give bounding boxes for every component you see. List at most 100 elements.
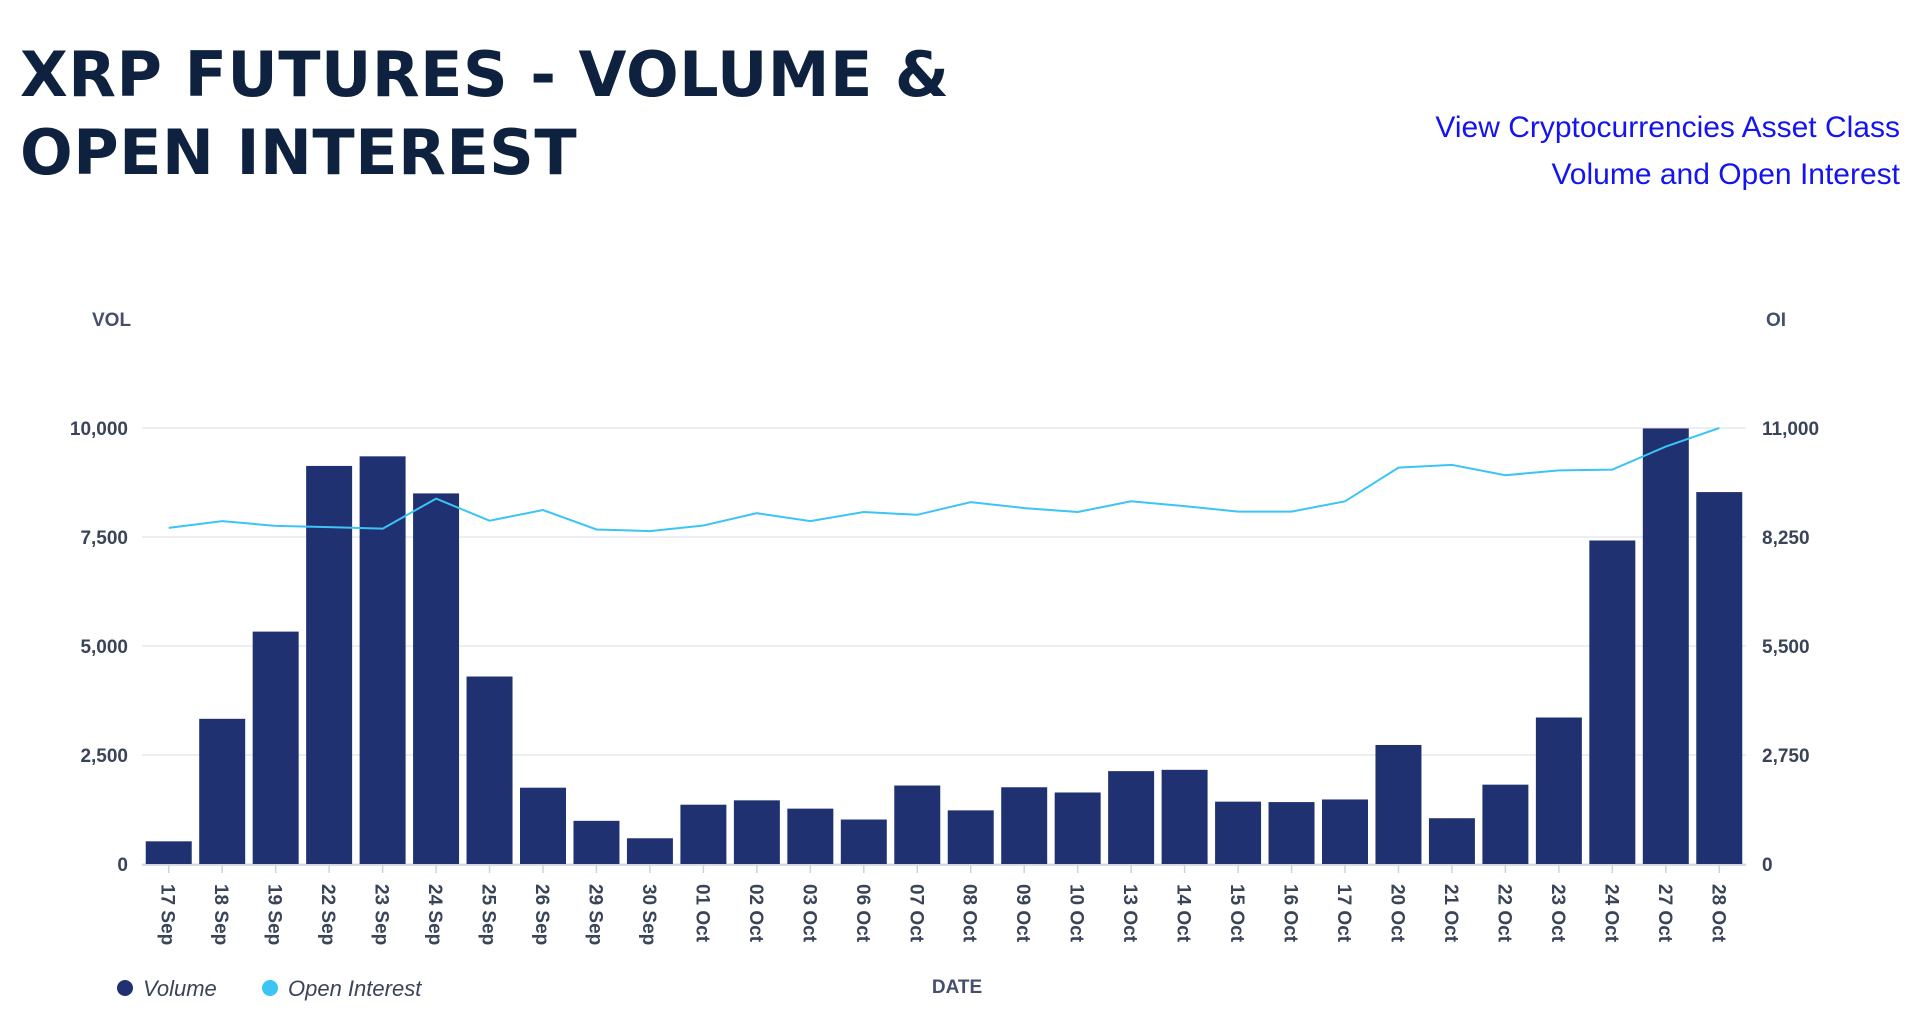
x-tick-label: 22 Sep <box>317 884 338 945</box>
open-interest-point[interactable] <box>1127 497 1135 505</box>
volume-bar[interactable] <box>1001 787 1048 864</box>
volume-bar[interactable] <box>1375 744 1422 864</box>
volume-bar[interactable] <box>787 808 834 864</box>
x-tick-label: 03 Oct <box>798 884 819 943</box>
x-tick-label: 07 Oct <box>905 884 926 943</box>
x-tick-label: 17 Sep <box>157 884 178 945</box>
volume-bar[interactable] <box>573 820 620 864</box>
volume-bar[interactable] <box>1589 540 1636 864</box>
open-interest-point[interactable] <box>1341 497 1349 505</box>
legend-volume-label[interactable]: Volume <box>143 976 217 1001</box>
volume-bar[interactable] <box>1482 784 1529 864</box>
legend: Volume Open Interest <box>117 976 422 1001</box>
volume-bars <box>145 428 1743 864</box>
left-axis-title: VOL <box>92 310 131 331</box>
open-interest-point[interactable] <box>1662 443 1670 451</box>
volume-bar[interactable] <box>1322 799 1368 864</box>
open-interest-point[interactable] <box>486 517 494 525</box>
volume-bar[interactable] <box>1535 717 1582 864</box>
volume-bar[interactable] <box>145 841 192 864</box>
volume-bar[interactable] <box>359 456 406 864</box>
open-interest-point[interactable] <box>913 511 921 519</box>
open-interest-point[interactable] <box>272 522 280 530</box>
volume-bar[interactable] <box>252 631 299 864</box>
volume-bar[interactable] <box>1428 818 1475 864</box>
open-interest-line <box>168 427 1720 533</box>
asset-class-volume-link[interactable]: View Cryptocurrencies Asset Class Volume… <box>1300 104 1900 198</box>
open-interest-point[interactable] <box>325 523 333 531</box>
axes: 0 0 2,500 2,750 5,000 5,500 7,500 8,250 10,000 11… <box>70 419 1819 945</box>
volume-bar[interactable] <box>894 785 941 864</box>
page-title: XRP FUTURES - VOLUME & OPEN INTEREST <box>20 38 950 189</box>
open-interest-point[interactable] <box>646 527 654 535</box>
open-interest-point[interactable] <box>1288 508 1296 516</box>
x-axis-title: DATE <box>932 977 982 998</box>
volume-bar[interactable] <box>1161 769 1208 864</box>
open-interest-point[interactable] <box>539 506 547 514</box>
volume-bar[interactable] <box>1215 801 1262 864</box>
open-interest-point[interactable] <box>753 509 761 517</box>
volume-bar[interactable] <box>199 718 246 864</box>
right-tick-label: 0 <box>1762 855 1773 876</box>
x-tick-label: 24 Sep <box>424 884 445 945</box>
volume-bar[interactable] <box>1108 771 1155 864</box>
x-tick-label: 25 Sep <box>478 884 499 945</box>
x-tick-label: 13 Oct <box>1119 884 1140 943</box>
volume-bar[interactable] <box>733 800 780 864</box>
x-tick-label: 10 Oct <box>1066 884 1087 943</box>
open-interest-point[interactable] <box>806 517 814 525</box>
volume-bar[interactable] <box>1268 802 1315 864</box>
volume-bar[interactable] <box>466 676 513 864</box>
open-interest-point[interactable] <box>1501 471 1509 479</box>
x-tick-label: 29 Sep <box>584 884 605 945</box>
volume-bar[interactable] <box>626 838 673 864</box>
left-tick-label: 5,000 <box>80 637 128 658</box>
x-tick-label: 22 Oct <box>1493 884 1514 943</box>
x-tick-label: 27 Oct <box>1654 884 1675 943</box>
volume-bar[interactable] <box>1696 492 1743 864</box>
x-tick-label: 19 Sep <box>264 884 285 945</box>
open-interest-point[interactable] <box>1074 508 1082 516</box>
x-tick-label: 28 Oct <box>1707 884 1728 943</box>
x-tick-label: 06 Oct <box>852 884 873 943</box>
open-interest-point[interactable] <box>218 517 226 525</box>
right-tick-label: 11,000 <box>1762 419 1819 440</box>
volume-bar[interactable] <box>1054 792 1101 864</box>
open-interest-point[interactable] <box>1394 464 1402 472</box>
open-interest-point[interactable] <box>860 508 868 516</box>
open-interest-point[interactable] <box>967 498 975 506</box>
volume-bar[interactable] <box>413 493 460 864</box>
legend-open-interest-label[interactable]: Open Interest <box>288 976 422 1001</box>
x-tick-label: 30 Sep <box>638 884 659 945</box>
open-interest-point[interactable] <box>1555 466 1563 474</box>
volume-bar[interactable] <box>1642 428 1689 864</box>
right-axis-title: OI <box>1766 310 1786 331</box>
link-line-1: View Cryptocurrencies Asset Class <box>1435 111 1900 144</box>
left-tick-label: 10,000 <box>70 419 128 440</box>
volume-bar[interactable] <box>840 819 887 864</box>
open-interest-point[interactable] <box>1608 466 1616 474</box>
x-tick-label: 23 Oct <box>1547 884 1568 943</box>
volume-bar[interactable] <box>680 804 727 864</box>
volume-bar[interactable] <box>520 787 566 864</box>
x-tick-label: 21 Oct <box>1440 884 1461 943</box>
x-tick-label: 24 Oct <box>1600 884 1621 943</box>
left-tick-label: 0 <box>117 855 128 876</box>
open-interest-point[interactable] <box>165 524 173 532</box>
open-interest-point[interactable] <box>432 495 440 503</box>
x-tick-label: 01 Oct <box>691 884 712 943</box>
open-interest-point[interactable] <box>1020 504 1028 512</box>
legend-open-interest-marker <box>262 980 278 996</box>
open-interest-point[interactable] <box>379 525 387 533</box>
open-interest-point[interactable] <box>1715 424 1723 432</box>
open-interest-point[interactable] <box>1234 508 1242 516</box>
open-interest-point[interactable] <box>1181 502 1189 510</box>
open-interest-point[interactable] <box>592 525 600 533</box>
volume-bar[interactable] <box>306 465 353 864</box>
x-tick-label: 26 Sep <box>531 884 552 945</box>
open-interest-point[interactable] <box>699 522 707 530</box>
legend-volume-marker <box>117 980 133 996</box>
volume-bar[interactable] <box>947 810 994 864</box>
open-interest-point[interactable] <box>1448 461 1456 469</box>
right-tick-label: 2,750 <box>1762 746 1810 767</box>
